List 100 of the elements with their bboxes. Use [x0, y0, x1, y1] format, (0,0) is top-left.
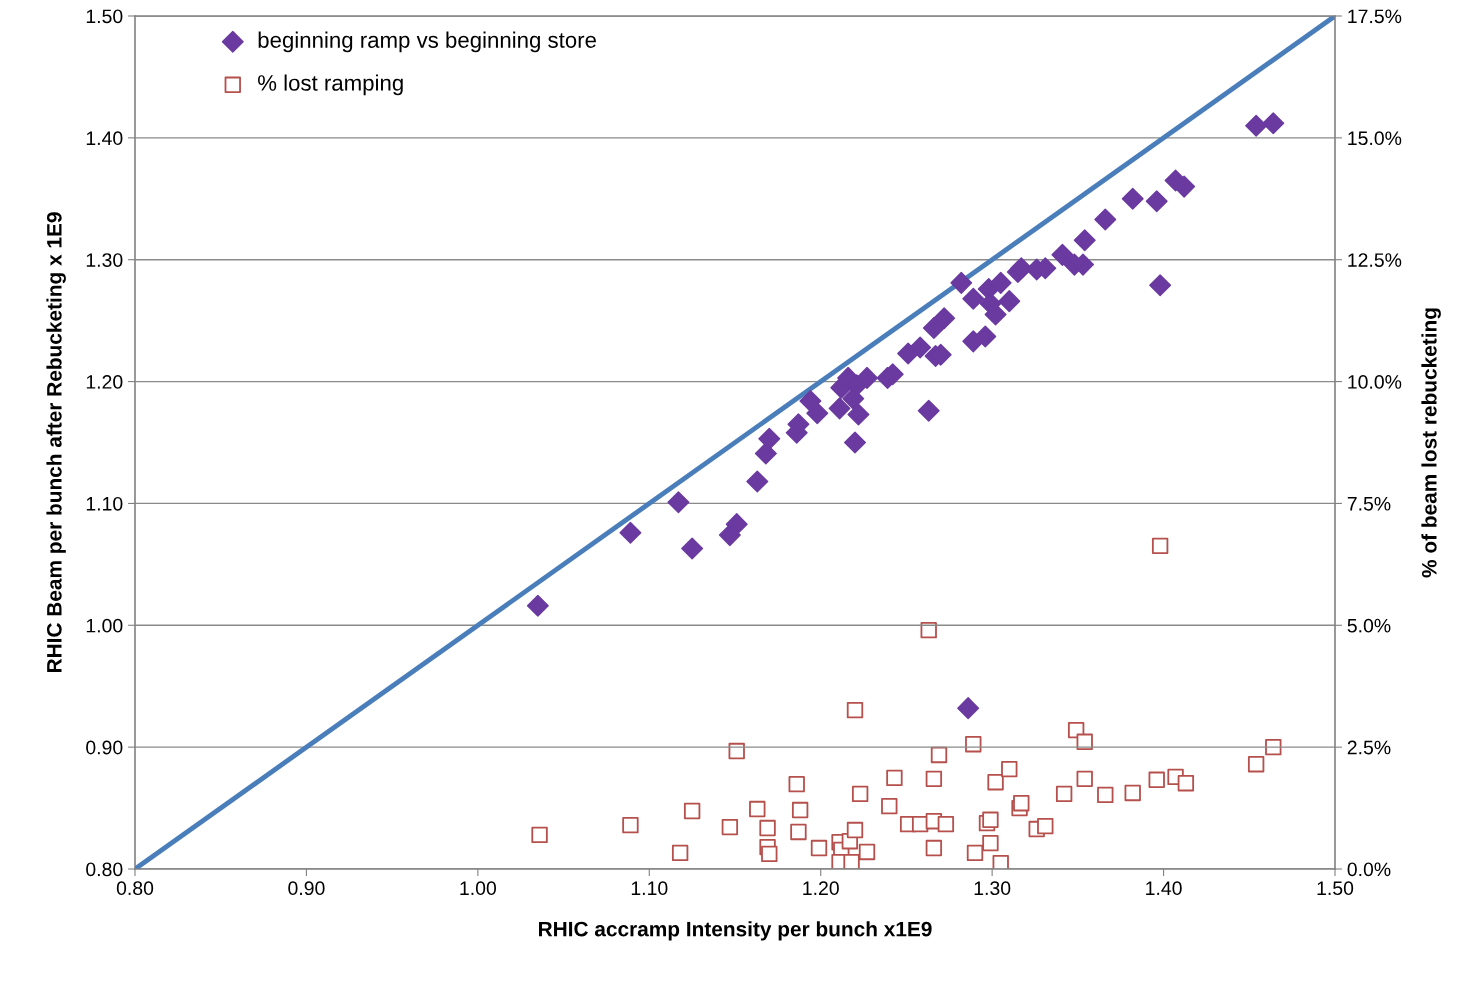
point — [966, 844, 984, 862]
point — [886, 769, 903, 787]
x-tick-label: 1.00 — [460, 881, 497, 896]
point — [667, 491, 690, 514]
y2-tick-label: 7.5% — [1347, 496, 1391, 511]
point — [930, 746, 948, 764]
point — [828, 397, 851, 420]
point — [526, 594, 549, 617]
y2-tick-label: 5.0% — [1347, 618, 1391, 633]
point — [937, 815, 955, 833]
point — [683, 802, 701, 820]
point — [982, 834, 999, 852]
point — [950, 271, 973, 294]
point — [920, 621, 937, 639]
y-tick-label: 1.50 — [86, 9, 123, 24]
point — [846, 701, 864, 719]
point — [847, 403, 870, 426]
point — [721, 818, 739, 836]
y2-tick-label: 12.5% — [1348, 253, 1402, 267]
point — [957, 697, 980, 720]
point — [758, 427, 781, 450]
y2-tick-label: 10.0% — [1348, 375, 1402, 389]
point — [622, 816, 639, 834]
point — [925, 770, 943, 788]
point — [810, 839, 828, 857]
point — [922, 316, 945, 339]
x-tick-label: 0.80 — [116, 881, 154, 896]
point — [984, 303, 1007, 326]
point — [761, 845, 778, 863]
y-tick-label: 1.20 — [86, 375, 123, 389]
point — [1001, 760, 1018, 778]
point — [1055, 785, 1073, 803]
legend-label: % lost ramping — [258, 74, 403, 96]
point — [858, 843, 876, 861]
point — [844, 431, 866, 454]
x-axis-title: RHIC accramp Intensity per bunch x1E9 — [539, 921, 932, 941]
x-tick-label: 1.40 — [1146, 881, 1182, 896]
point — [671, 844, 689, 862]
point — [788, 775, 805, 793]
x-tick-label: 1.50 — [1317, 881, 1354, 896]
point — [987, 774, 1004, 791]
point — [1247, 756, 1265, 773]
point — [746, 470, 769, 493]
point — [843, 853, 860, 869]
point — [1097, 786, 1114, 804]
point — [790, 823, 807, 841]
point — [791, 801, 809, 819]
y-axis-title: RHIC Beam per bunch after Rebucketing x 1E9 — [46, 212, 66, 673]
y2-tick-label: 17.5% — [1348, 9, 1402, 24]
point — [1145, 190, 1168, 213]
point — [851, 785, 869, 803]
point — [1051, 243, 1074, 266]
x-tick-label: 1.30 — [974, 881, 1011, 896]
point — [1262, 112, 1285, 135]
point — [992, 854, 1009, 869]
x-tick-label: 0.90 — [288, 881, 325, 896]
point — [881, 797, 898, 815]
point — [749, 800, 766, 818]
point — [1121, 187, 1144, 210]
y2-tick-label: 15.0% — [1348, 131, 1402, 146]
point — [1094, 208, 1117, 231]
point — [1149, 274, 1172, 297]
point — [1177, 775, 1195, 792]
point — [1076, 770, 1093, 788]
point — [531, 826, 548, 844]
point — [982, 811, 999, 828]
y-tick-label: 1.30 — [86, 253, 123, 267]
y-tick-label: 1.10 — [86, 496, 123, 511]
point — [1151, 537, 1169, 555]
y2-axis-title: % of beam lost rebucketing — [1421, 308, 1441, 578]
y-tick-label: 1.00 — [86, 618, 123, 633]
point — [619, 521, 642, 544]
y2-tick-label: 2.5% — [1347, 740, 1391, 755]
point — [998, 290, 1021, 313]
point — [725, 513, 748, 536]
point — [681, 537, 704, 560]
x-tick-label: 1.20 — [803, 881, 839, 896]
point — [806, 402, 829, 425]
point — [759, 819, 776, 837]
point — [1245, 114, 1268, 137]
point — [1148, 771, 1165, 788]
point — [989, 271, 1012, 294]
legend-label: beginning ramp vs beginning store — [258, 31, 596, 53]
point — [909, 336, 932, 359]
point — [925, 839, 943, 857]
x-tick-label: 1.10 — [631, 881, 668, 896]
y-tick-label: 0.90 — [86, 740, 123, 755]
point — [1013, 795, 1030, 812]
point — [1073, 229, 1096, 252]
y2-tick-label: 0.0% — [1347, 862, 1391, 877]
point — [846, 821, 864, 839]
y-tick-label: 1.40 — [86, 131, 123, 146]
point — [1173, 175, 1196, 198]
point — [917, 399, 940, 422]
point — [974, 325, 997, 348]
y-tick-label: 0.80 — [86, 862, 123, 877]
point — [1124, 784, 1141, 802]
point — [1037, 817, 1054, 835]
point — [962, 287, 985, 310]
point — [933, 307, 956, 330]
